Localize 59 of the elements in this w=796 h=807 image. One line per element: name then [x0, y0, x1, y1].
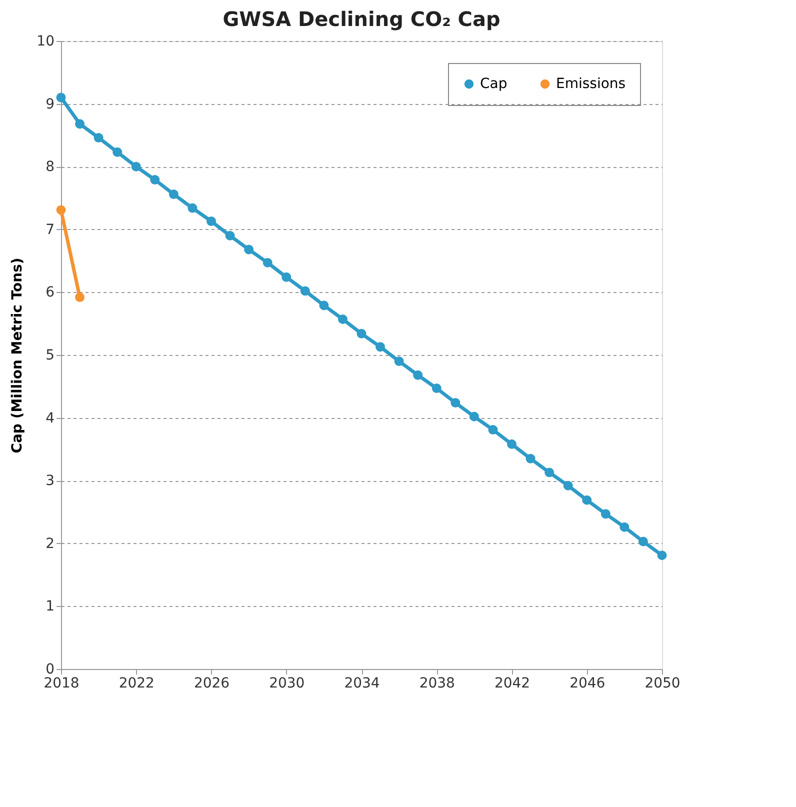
point [356, 328, 366, 338]
y-tick-label: 5 [46, 348, 54, 364]
chart-title: GWSA Declining CO₂ Cap [222, 7, 500, 31]
x-tick-label: 2022 [118, 676, 154, 692]
y-tick-label: 3 [46, 473, 54, 490]
legend-label: Cap [480, 76, 508, 92]
x-tick-label: 2038 [419, 676, 455, 692]
point [544, 468, 554, 478]
point [319, 300, 329, 310]
point [188, 203, 198, 213]
x-tick-label: 2050 [644, 676, 680, 692]
point [620, 522, 630, 532]
point [225, 230, 235, 240]
point [168, 190, 178, 199]
point [450, 398, 460, 408]
point [262, 258, 272, 268]
point [394, 356, 404, 366]
y-tick-label: 9 [46, 96, 54, 112]
point [131, 162, 141, 172]
y-tick-label: 1 [46, 598, 54, 615]
point [282, 272, 292, 282]
legend-label: Emissions [556, 76, 626, 92]
point [94, 132, 104, 142]
point [488, 425, 498, 434]
point [563, 480, 573, 490]
point [469, 412, 479, 422]
y-tick-label: 8 [46, 159, 54, 176]
point [150, 175, 160, 185]
x-tick-label: 2042 [494, 676, 530, 692]
y-axis-title: Cap (Million Metric Tons) [10, 258, 26, 454]
x-tick-label: 2030 [269, 676, 305, 692]
y-tick-label: 7 [46, 222, 54, 238]
point [56, 92, 66, 102]
point [432, 384, 442, 394]
point [526, 454, 536, 464]
point [75, 292, 85, 302]
point [206, 216, 216, 226]
y-tick-label: 10 [36, 34, 54, 50]
point [600, 509, 610, 519]
y-tick-label: 2 [46, 536, 54, 552]
x-tick-label: 2018 [44, 676, 80, 692]
x-tick-label: 2046 [570, 676, 606, 692]
point [582, 495, 592, 505]
point [112, 147, 122, 157]
point [657, 550, 667, 560]
point [413, 370, 423, 380]
point [300, 286, 310, 296]
point [56, 205, 66, 215]
y-tick-label: 0 [46, 662, 54, 678]
x-tick-label: 2026 [194, 676, 230, 692]
y-tick-label: 6 [46, 284, 55, 301]
point [507, 439, 516, 449]
point [75, 119, 85, 129]
point [244, 244, 254, 254]
point [338, 314, 348, 324]
x-tick-label: 2034 [344, 676, 380, 692]
point [638, 536, 648, 546]
y-tick-label: 4 [46, 410, 55, 426]
point [376, 342, 386, 352]
